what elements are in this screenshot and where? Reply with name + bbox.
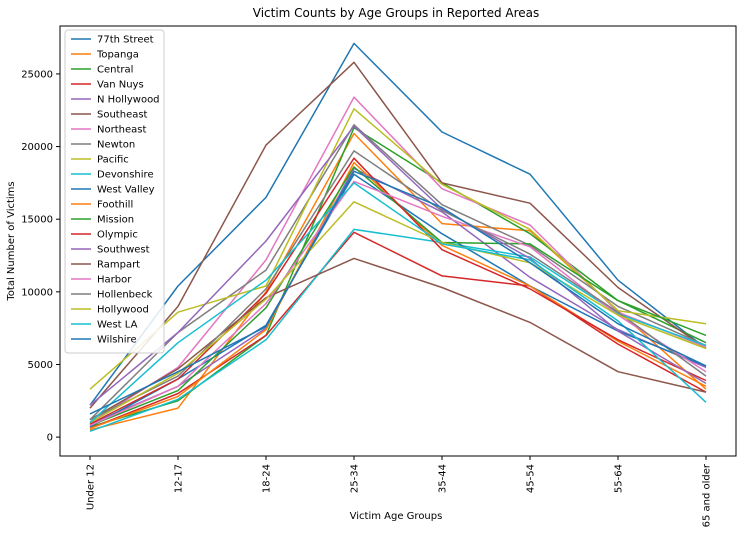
series-line-17: [89, 150, 707, 421]
legend-entry: Mission: [97, 215, 134, 226]
x-tick-label: 18-24: [262, 464, 273, 493]
legend-entry: Hollywood: [97, 305, 149, 316]
series-line-8: [89, 108, 707, 390]
chart-title: Victim Counts by Age Groups in Reported …: [253, 6, 540, 20]
x-tick-label: 55-64: [614, 464, 625, 493]
series-line-15: [89, 257, 707, 421]
legend-entry: Foothill: [97, 200, 133, 211]
legend-entry: Southeast: [97, 110, 148, 121]
y-tick-label: 5000: [28, 360, 53, 371]
x-tick-label: 25-34: [350, 464, 361, 493]
legend-entry: Wilshire: [97, 335, 137, 346]
legend-entry: Newton: [97, 140, 135, 151]
x-tick-label: 45-54: [526, 464, 537, 493]
series-line-12: [89, 166, 707, 427]
legend-entry: Hollenbeck: [97, 290, 153, 301]
x-tick-label: 65 and older: [702, 463, 713, 527]
legend-box: [64, 29, 165, 354]
series-line-3: [89, 231, 707, 430]
legend-entry: Central: [97, 65, 133, 76]
y-tick-label: 10000: [21, 287, 53, 298]
series-line-11: [89, 161, 707, 430]
y-tick-label: 0: [47, 433, 53, 444]
series-line-0: [89, 42, 707, 406]
legend-entry: West Valley: [97, 185, 155, 196]
series-line-16: [89, 180, 707, 427]
y-axis-label: Total Number of Victims: [6, 181, 17, 301]
series-line-18: [89, 201, 707, 424]
series-lines: [89, 42, 707, 433]
x-axis-label: Victim Age Groups: [350, 511, 443, 522]
y-tick-label: 15000: [21, 215, 53, 226]
legend-entry: West LA: [97, 320, 138, 331]
legend-entry: Van Nuys: [97, 80, 144, 91]
legend-entry: Southwest: [97, 245, 150, 256]
legend-entry: Topanga: [96, 50, 139, 61]
x-tick-label: 35-44: [438, 464, 449, 493]
legend-entry: N Hollywood: [97, 95, 160, 106]
y-tick-label: 20000: [21, 142, 53, 153]
series-line-14: [89, 125, 707, 406]
x-tick-label: Under 12: [86, 464, 97, 510]
y-axis: 0 5000 10000 15000 20000 25000: [21, 69, 60, 444]
legend-entry: Rampart: [97, 260, 140, 271]
plot-area-frame: [59, 25, 737, 457]
legend-entry: Pacific: [97, 155, 129, 166]
legend-entry: Harbor: [97, 275, 132, 286]
legend-entry: Northeast: [97, 125, 146, 136]
legend-entry: Devonshire: [97, 170, 154, 181]
x-axis: Under 12 12-17 18-24 25-34 35-44 45-54 55-64 65…: [86, 456, 713, 527]
series-line-5: [89, 61, 707, 409]
legend-entry: Olympic: [97, 230, 138, 241]
series-line-19: [89, 182, 707, 424]
series-line-20: [89, 170, 707, 415]
legend-entry: 77th Street: [97, 35, 154, 46]
series-line-10: [89, 173, 707, 428]
legend: 77th Street Topanga Central Van Nuys N Holly…: [64, 29, 165, 354]
series-line-9: [89, 228, 707, 433]
y-tick-label: 25000: [21, 69, 53, 80]
x-tick-label: 12-17: [174, 464, 185, 493]
